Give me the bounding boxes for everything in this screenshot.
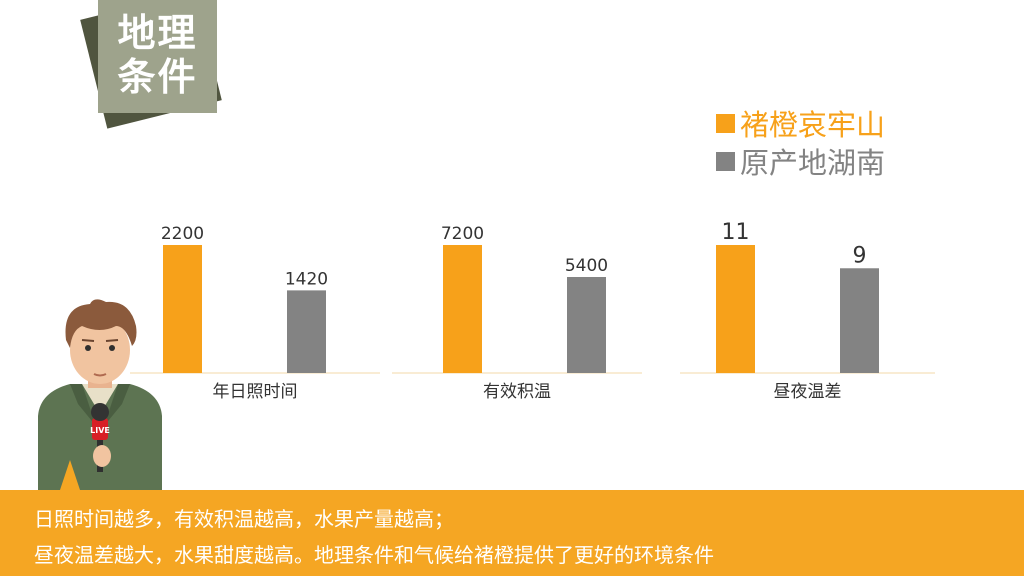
chart-legend: 褚橙哀牢山 原产地湖南 bbox=[716, 104, 885, 180]
page-title-line2: 条件 bbox=[117, 54, 198, 99]
footer-line-1: 日照时间越多，有效积温越高，水果产量越高； bbox=[34, 507, 454, 531]
bar-series-a bbox=[163, 245, 202, 373]
bar-charts-svg: 2200 1420 年日照时间 7200 5400 有效积温 11 9 昼夜温差 bbox=[130, 220, 935, 402]
reporter-illustration: LIVE bbox=[38, 299, 162, 490]
page-title-line1: 地理 bbox=[117, 10, 198, 55]
footer-line-2: 昼夜温差越大，水果甜度越高。地理条件和气候给褚橙提供了更好的环境条件 bbox=[34, 543, 714, 567]
bar-data-label: 9 bbox=[853, 243, 867, 268]
bar-series-b bbox=[287, 290, 326, 373]
bar-data-label: 7200 bbox=[441, 224, 484, 244]
footer-banner: 日照时间越多，有效积温越高，水果产量越高； 昼夜温差越大，水果甜度越高。地理条件… bbox=[0, 490, 1024, 576]
category-label: 有效积温 bbox=[483, 382, 551, 402]
category-label: 年日照时间 bbox=[213, 382, 298, 402]
bar-data-label: 1420 bbox=[285, 269, 328, 289]
legend-item-series-b: 原产地湖南 bbox=[716, 142, 885, 180]
bar-charts: 2200 1420 年日照时间 7200 5400 有效积温 11 9 昼夜温差 bbox=[130, 220, 935, 402]
bar-series-a bbox=[716, 245, 755, 373]
bar-series-b bbox=[840, 268, 879, 373]
bar-data-label: 11 bbox=[722, 220, 750, 245]
legend-swatch-series-a bbox=[716, 113, 735, 133]
category-label: 昼夜温差 bbox=[774, 382, 842, 402]
bar-series-b bbox=[567, 277, 606, 373]
legend-item-series-a: 褚橙哀牢山 bbox=[716, 104, 885, 142]
page-title: 地理 条件 bbox=[98, 0, 217, 113]
bar-data-label: 2200 bbox=[161, 224, 204, 244]
mic-live-label: LIVE bbox=[90, 426, 110, 435]
legend-swatch-series-b bbox=[716, 151, 735, 171]
legend-label-series-b: 原产地湖南 bbox=[740, 146, 886, 180]
bar-data-label: 5400 bbox=[565, 256, 608, 276]
bar-series-a bbox=[443, 245, 482, 373]
legend-label-series-a: 褚橙哀牢山 bbox=[740, 108, 886, 142]
